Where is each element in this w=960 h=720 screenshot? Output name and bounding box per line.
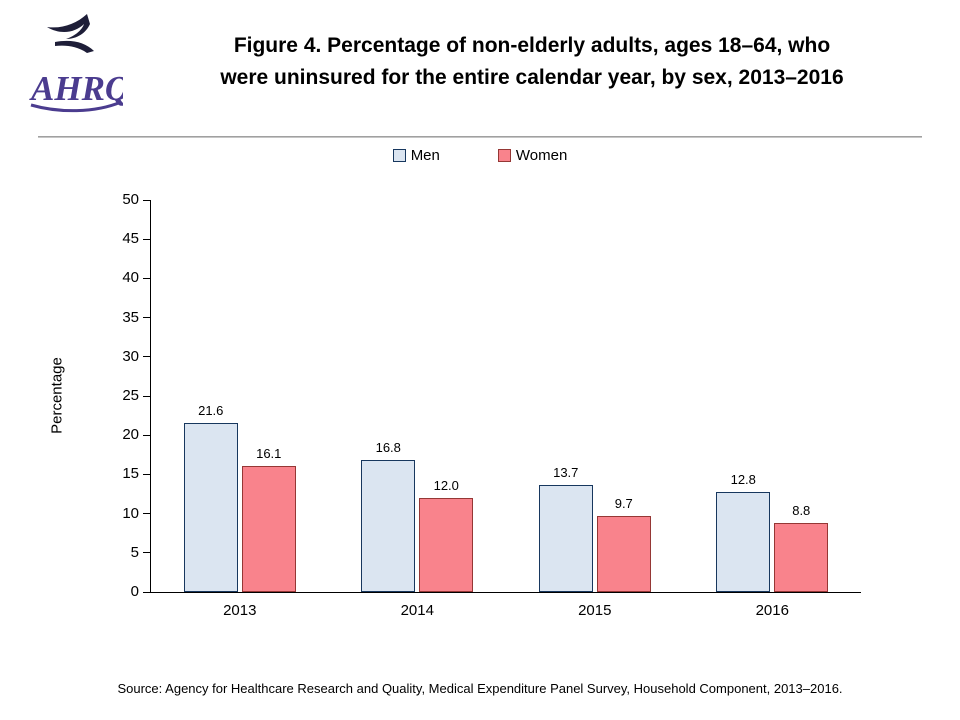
- x-axis-label: 2014: [400, 602, 434, 619]
- logo-area: AHRQ: [0, 12, 150, 122]
- header: AHRQ Figure 4. Percentage of non-elderly…: [0, 0, 960, 122]
- y-tick-mark: [143, 513, 150, 515]
- y-tick-mark: [143, 238, 150, 240]
- title-line-2: were uninsured for the entire calendar y…: [220, 65, 844, 89]
- y-axis-title: Percentage: [48, 357, 66, 434]
- plot-area: 0 5 10 15 20 25 30 35 40 45 50 21.6 16.1 2013 16.8 12.0…: [122, 191, 861, 619]
- bar-value-label: 12.8: [730, 471, 756, 487]
- bar-value-label: 12.0: [433, 477, 459, 493]
- y-tick-label: 10: [122, 504, 139, 522]
- hhs-eagle-icon: [47, 14, 94, 53]
- ahrq-logo-text: AHRQ: [29, 69, 123, 108]
- ahrq-logo: AHRQ: [29, 14, 123, 113]
- legend-label-women: Women: [515, 147, 568, 164]
- x-axis-label: 2016: [755, 602, 789, 619]
- chart-legend: Men Women: [0, 147, 960, 164]
- x-axis-label: 2013: [223, 602, 257, 619]
- bar-men-2013: [183, 422, 238, 592]
- y-tick-label: 50: [122, 191, 139, 208]
- y-tick-label: 15: [122, 465, 139, 483]
- y-tick-mark: [143, 473, 150, 475]
- y-tick-mark: [143, 199, 150, 201]
- bar-value-label: 9.7: [614, 495, 633, 511]
- y-tick-label: 35: [122, 308, 139, 326]
- y-tick-mark: [143, 552, 150, 554]
- bar-men-2015: [538, 484, 593, 592]
- bar-women-2015: [596, 515, 651, 592]
- y-tick-label: 25: [122, 387, 139, 404]
- bar-value-label: 21.6: [198, 402, 224, 418]
- y-tick-label: 0: [130, 583, 139, 600]
- bar-women-2016: [774, 523, 829, 592]
- y-tick-mark: [143, 277, 150, 279]
- y-tick-mark: [143, 356, 150, 358]
- bar-value-label: 13.7: [553, 464, 579, 480]
- title-line-1: Figure 4. Percentage of non-elderly adul…: [233, 34, 831, 57]
- page-title: Figure 4. Percentage of non-elderly adul…: [150, 30, 960, 93]
- bar-women-2013: [241, 465, 296, 592]
- bar-men-2016: [716, 491, 771, 592]
- y-tick-mark: [143, 434, 150, 436]
- y-tick-label: 30: [122, 347, 139, 365]
- legend-item-men: Men: [392, 147, 440, 164]
- x-axis-label: 2015: [578, 602, 612, 619]
- y-tick-mark: [143, 317, 150, 319]
- bar-men-2014: [361, 460, 416, 592]
- y-tick-label: 20: [122, 426, 139, 444]
- bar-value-label: 8.8: [792, 503, 811, 519]
- y-tick-label: 5: [130, 543, 139, 561]
- bar-women-2014: [419, 497, 474, 592]
- ahrq-logo-swoosh: [30, 100, 122, 113]
- bar-value-label: 16.1: [256, 445, 282, 461]
- y-tick-mark: [143, 395, 150, 397]
- source-note: Source: Agency for Healthcare Research a…: [117, 681, 843, 696]
- legend-swatch-women: [497, 149, 511, 162]
- legend-label-men: Men: [410, 147, 440, 164]
- y-tick-mark: [143, 591, 150, 593]
- y-tick-label: 40: [122, 269, 139, 287]
- header-divider: [38, 136, 922, 138]
- bar-value-label: 16.8: [375, 440, 401, 456]
- legend-item-women: Women: [497, 147, 568, 164]
- legend-swatch-men: [392, 149, 406, 162]
- y-tick-label: 45: [122, 230, 139, 248]
